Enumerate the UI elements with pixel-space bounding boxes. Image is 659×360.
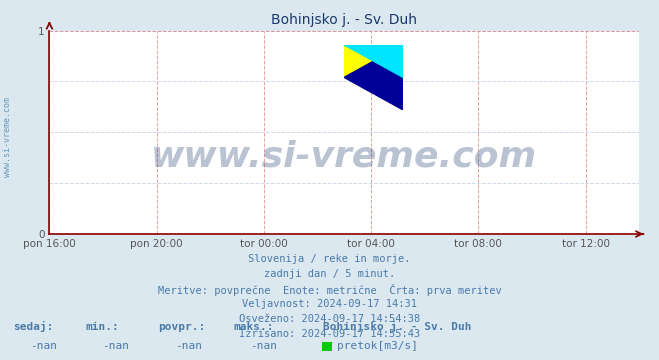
Text: Meritve: povprečne  Enote: metrične  Črta: prva meritev: Meritve: povprečne Enote: metrične Črta:… [158, 284, 501, 296]
Text: pretok[m3/s]: pretok[m3/s] [337, 341, 418, 351]
Text: maks.:: maks.: [234, 322, 274, 332]
Text: -nan: -nan [175, 341, 202, 351]
Text: povpr.:: povpr.: [158, 322, 206, 332]
Text: www.si-vreme.com: www.si-vreme.com [152, 140, 537, 174]
Text: zadnji dan / 5 minut.: zadnji dan / 5 minut. [264, 269, 395, 279]
Text: -nan: -nan [102, 341, 129, 351]
Text: sedaj:: sedaj: [13, 321, 53, 332]
Text: Bohinjsko j. - Sv. Duh: Bohinjsko j. - Sv. Duh [323, 321, 471, 332]
Title: Bohinjsko j. - Sv. Duh: Bohinjsko j. - Sv. Duh [272, 13, 417, 27]
Text: Izrisano: 2024-09-17 14:55:43: Izrisano: 2024-09-17 14:55:43 [239, 329, 420, 339]
Text: Osveženo: 2024-09-17 14:54:38: Osveženo: 2024-09-17 14:54:38 [239, 314, 420, 324]
Text: Slovenija / reke in morje.: Slovenija / reke in morje. [248, 254, 411, 264]
Text: -nan: -nan [250, 341, 277, 351]
Text: www.si-vreme.com: www.si-vreme.com [3, 97, 13, 177]
Text: -nan: -nan [30, 341, 57, 351]
Text: Veljavnost: 2024-09-17 14:31: Veljavnost: 2024-09-17 14:31 [242, 299, 417, 309]
Text: min.:: min.: [86, 322, 119, 332]
